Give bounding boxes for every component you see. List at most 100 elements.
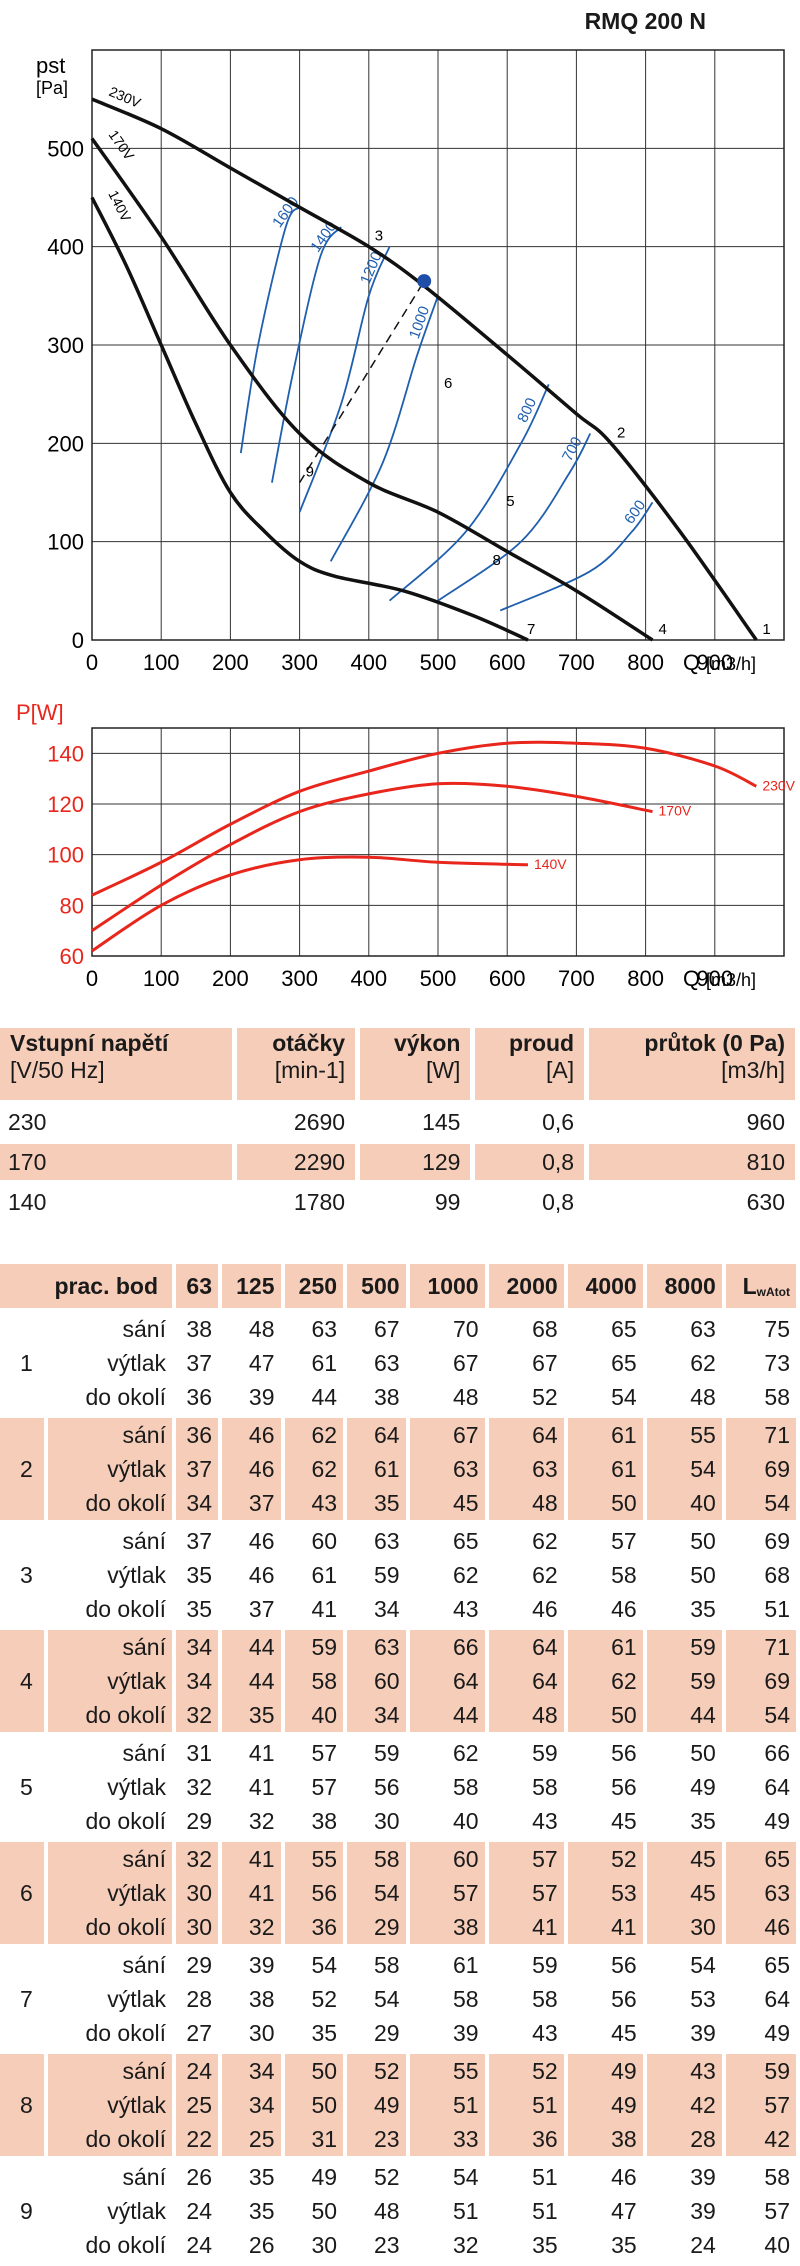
y-tick-label: 60	[60, 944, 84, 969]
noise-value: 62	[567, 1664, 647, 1698]
noise-row: 4 sání 34 44 59 63 66 64 61 59 71	[0, 1630, 800, 1732]
plot-frame	[91, 49, 785, 641]
noise-value: 50	[284, 2054, 348, 2088]
noise-value: 62	[647, 1346, 726, 1380]
noise-value: 51	[410, 2194, 489, 2228]
noise-value: 28	[176, 1982, 222, 2016]
noise-value: 29	[176, 1804, 222, 1838]
group-separator	[0, 1944, 800, 1948]
noise-value: 41	[222, 1770, 285, 1804]
noise-value: 44	[222, 1664, 285, 1698]
noise-value: 65	[726, 1948, 800, 1982]
noise-row: 5 sání 31 41 57 59 62 59 56 50 66	[0, 1736, 800, 1838]
noise-value: 54	[647, 1948, 726, 1982]
noise-value: 59	[284, 1630, 348, 1664]
noise-row: 8 sání 24 34 50 52 55 52 49 43 59	[0, 2054, 800, 2156]
group-separator	[0, 1732, 800, 1736]
noise-value: 49	[567, 2088, 647, 2122]
separator-cell	[0, 2262, 800, 2266]
measurement-position: do okolí	[48, 1380, 176, 1414]
noise-value: 34	[222, 2088, 285, 2122]
measurement-position: sání	[48, 1524, 176, 1558]
noise-value: 59	[725, 2054, 800, 2088]
noise-value: 35	[568, 2228, 647, 2262]
noise-value: 51	[489, 2160, 568, 2194]
noise-row: výtlak 35 46 61 59 62 62 58 50 68	[0, 1558, 800, 1592]
operating-point-label: 2	[617, 424, 625, 441]
noise-value: 38	[409, 1910, 489, 1944]
noise-value: 41	[222, 1842, 285, 1876]
noise-value: 34	[347, 1592, 410, 1626]
noise-value: 54	[285, 1948, 348, 1982]
noise-value: 61	[285, 1346, 348, 1380]
noise-value: 57	[488, 1842, 568, 1876]
noise-value: 40	[410, 1804, 489, 1838]
spec-table: Vstupní napětí [V/50 Hz] otáčky [min-1] vý…	[0, 1028, 800, 1224]
measurement-position: sání	[48, 2054, 176, 2088]
x-tick-label: 700	[558, 966, 595, 991]
noise-row: výtlak 37 47 61 63 67 67 65 62 73	[0, 1346, 800, 1380]
y-tick-label: 100	[47, 843, 84, 868]
noise-value: 35	[285, 2016, 348, 2050]
noise-value: 49	[647, 1770, 726, 1804]
noise-value: 62	[489, 1558, 568, 1592]
series-label: 230V	[762, 777, 795, 793]
noise-value: 24	[176, 2194, 222, 2228]
noise-row: do okolí 29 32 38 30 40 43 45 35 49	[0, 1804, 800, 1838]
rpm-curve	[271, 226, 342, 483]
noise-value: 52	[488, 2054, 568, 2088]
noise-value: 41	[222, 1876, 285, 1910]
measurement-position: výtlak	[48, 1982, 176, 2016]
noise-value: 36	[176, 1418, 222, 1452]
x-tick-label: 600	[489, 966, 526, 991]
noise-value: 56	[568, 1982, 647, 2016]
noise-value: 37	[176, 1524, 222, 1558]
header-rpm: otáčky [min-1]	[236, 1028, 361, 1104]
noise-row: 1 sání 38 48 63 67 70 68 65 63 75	[0, 1312, 800, 1414]
measurement-position: výtlak	[48, 1558, 176, 1592]
group-separator	[0, 1838, 800, 1842]
noise-value: 60	[347, 1664, 410, 1698]
measurement-position: výtlak	[48, 2194, 176, 2228]
noise-value: 58	[284, 1664, 348, 1698]
x-axis-label: Q	[683, 650, 700, 675]
group-separator	[0, 1520, 800, 1524]
noise-value: 30	[176, 1876, 222, 1910]
group-separator	[0, 2262, 800, 2266]
noise-value: 54	[568, 1380, 647, 1414]
noise-value: 30	[222, 2016, 285, 2050]
noise-value: 32	[176, 1842, 222, 1876]
noise-value: 39	[647, 2194, 726, 2228]
noise-value: 35	[222, 2160, 285, 2194]
y-axis-label: P[W]	[16, 700, 64, 725]
y-tick-label: 80	[60, 893, 84, 918]
measurement-position: sání	[48, 2160, 176, 2194]
measurement-position: sání	[48, 1418, 176, 1452]
operating-point-label: 1	[762, 621, 770, 638]
operating-point-label: 9	[306, 464, 314, 481]
operating-point-label: 8	[492, 552, 500, 569]
noise-value: 59	[646, 1630, 726, 1664]
x-tick-label: 0	[86, 650, 98, 675]
x-tick-label: 300	[281, 966, 318, 991]
noise-value: 50	[647, 1524, 726, 1558]
rpm-label: 800	[514, 395, 540, 425]
operating-point-number: 4	[0, 1630, 48, 1732]
noise-value: 52	[489, 1380, 568, 1414]
noise-value: 41	[567, 1910, 647, 1944]
noise-value: 64	[726, 1982, 800, 2016]
group-separator	[0, 1414, 800, 1418]
noise-value: 57	[568, 1524, 647, 1558]
x-axis-unit: [m3/h]	[706, 654, 756, 674]
noise-value: 65	[568, 1346, 647, 1380]
noise-value: 49	[285, 2160, 348, 2194]
cell: 0,6	[475, 1104, 590, 1144]
fan-curve-140V	[90, 196, 529, 642]
plot-frame	[91, 727, 785, 957]
noise-value: 39	[647, 2016, 726, 2050]
noise-row: do okolí 22 25 31 23 33 36 38 28 42	[0, 2122, 800, 2156]
noise-value: 32	[176, 1698, 222, 1732]
noise-value: 34	[222, 2054, 285, 2088]
noise-value: 75	[726, 1312, 800, 1346]
noise-row: výtlak 30 41 56 54 57 57 53 45 63	[0, 1876, 800, 1910]
